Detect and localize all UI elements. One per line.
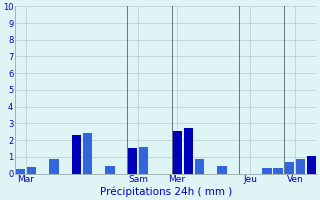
Bar: [273, 168, 283, 174]
Bar: [49, 159, 59, 174]
Bar: [184, 128, 193, 174]
Bar: [83, 133, 92, 174]
Bar: [72, 135, 81, 174]
Bar: [27, 167, 36, 174]
Bar: [15, 169, 25, 174]
Bar: [172, 131, 182, 174]
Bar: [262, 168, 272, 174]
Bar: [128, 148, 137, 174]
Bar: [284, 162, 294, 174]
Bar: [105, 166, 115, 174]
Bar: [296, 159, 305, 174]
Bar: [307, 156, 316, 174]
Bar: [217, 166, 227, 174]
Bar: [195, 159, 204, 174]
Bar: [139, 147, 148, 174]
X-axis label: Précipitations 24h ( mm ): Précipitations 24h ( mm ): [100, 187, 232, 197]
